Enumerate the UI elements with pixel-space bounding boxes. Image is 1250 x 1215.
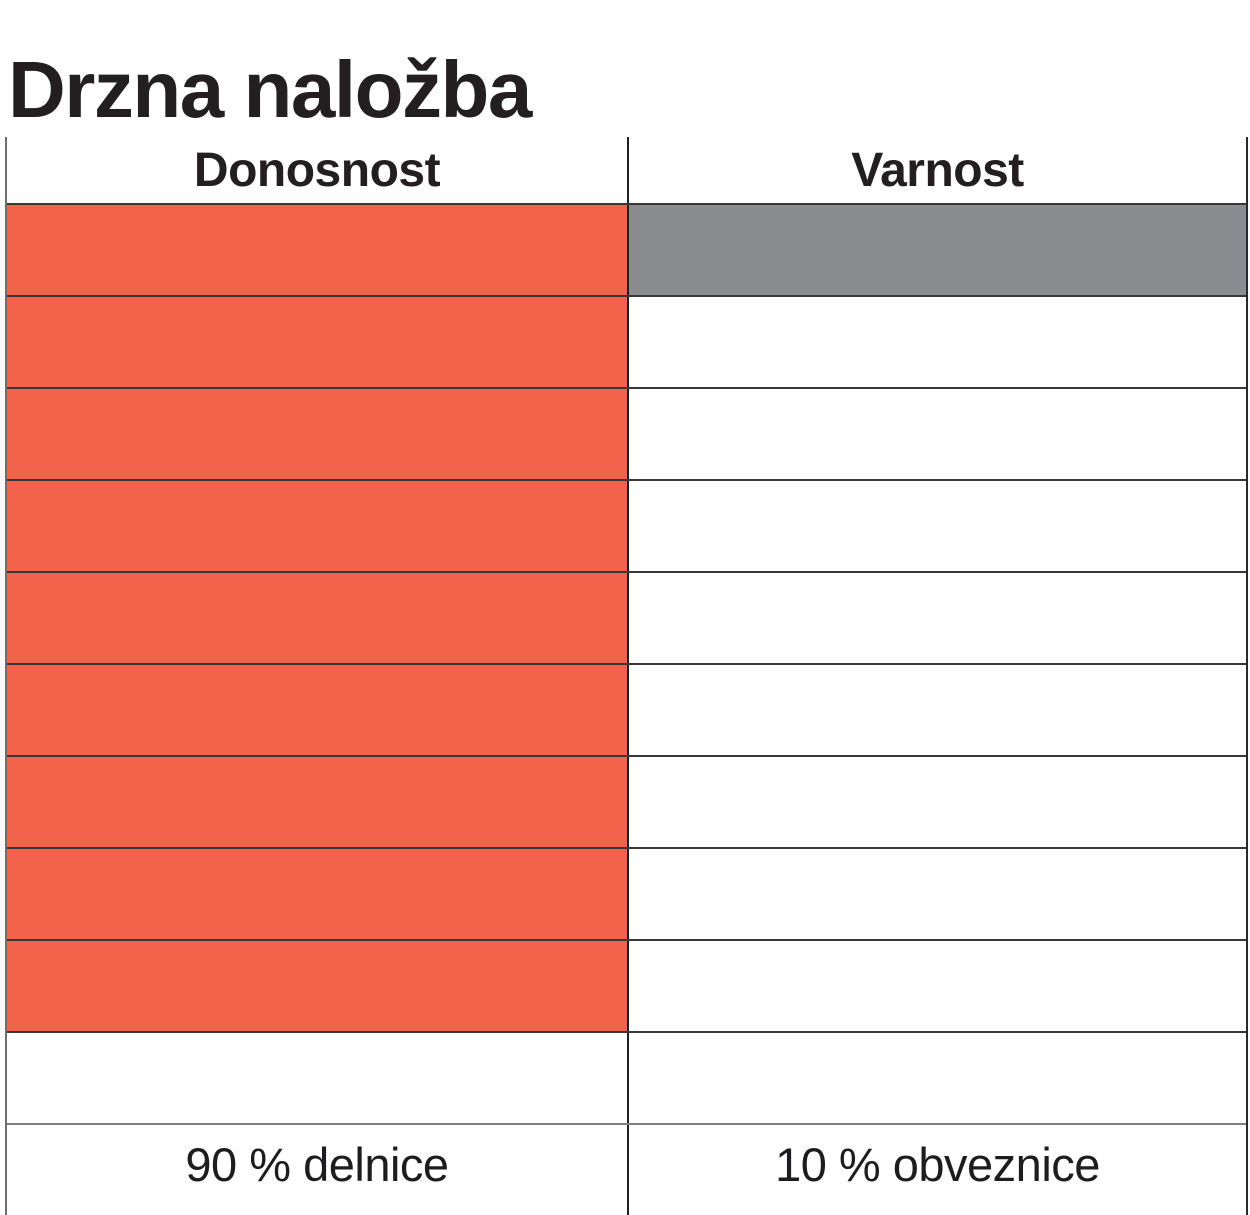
table-row (7, 1031, 1246, 1123)
varnost-empty-cell (627, 389, 1246, 479)
table-row (7, 663, 1246, 755)
varnost-empty-cell (627, 665, 1246, 755)
column-header-varnost: Varnost (627, 137, 1246, 203)
donosnost-filled-cell (7, 665, 627, 755)
page-title: Drzna naložba (8, 44, 532, 134)
donosnost-filled-cell (7, 757, 627, 847)
varnost-empty-cell (627, 1033, 1246, 1123)
varnost-empty-cell (627, 941, 1246, 1031)
donosnost-filled-cell (7, 297, 627, 387)
table-row (7, 571, 1246, 663)
allocation-table: Donosnost Varnost 90 % delnice 10 % obve… (5, 137, 1248, 1215)
varnost-empty-cell (627, 297, 1246, 387)
table-row (7, 847, 1246, 939)
table-row (7, 295, 1246, 387)
table-row (7, 203, 1246, 295)
table-row (7, 479, 1246, 571)
table-body (7, 203, 1246, 1123)
varnost-empty-cell (627, 573, 1246, 663)
donosnost-empty-cell (7, 1033, 627, 1123)
table-row (7, 939, 1246, 1031)
donosnost-filled-cell (7, 573, 627, 663)
footer-label-obveznice: 10 % obveznice (627, 1125, 1246, 1215)
donosnost-filled-cell (7, 941, 627, 1031)
donosnost-filled-cell (7, 849, 627, 939)
donosnost-filled-cell (7, 389, 627, 479)
donosnost-filled-cell (7, 205, 627, 295)
donosnost-filled-cell (7, 481, 627, 571)
table-row (7, 755, 1246, 847)
varnost-empty-cell (627, 757, 1246, 847)
varnost-empty-cell (627, 481, 1246, 571)
varnost-filled-cell (627, 205, 1246, 295)
column-header-donosnost: Donosnost (193, 143, 441, 197)
table-header-row: Donosnost Varnost (7, 137, 1246, 203)
table-footer-row: 90 % delnice 10 % obveznice (7, 1123, 1246, 1215)
footer-label-delnice: 90 % delnice (185, 1138, 449, 1191)
table-row (7, 387, 1246, 479)
varnost-empty-cell (627, 849, 1246, 939)
